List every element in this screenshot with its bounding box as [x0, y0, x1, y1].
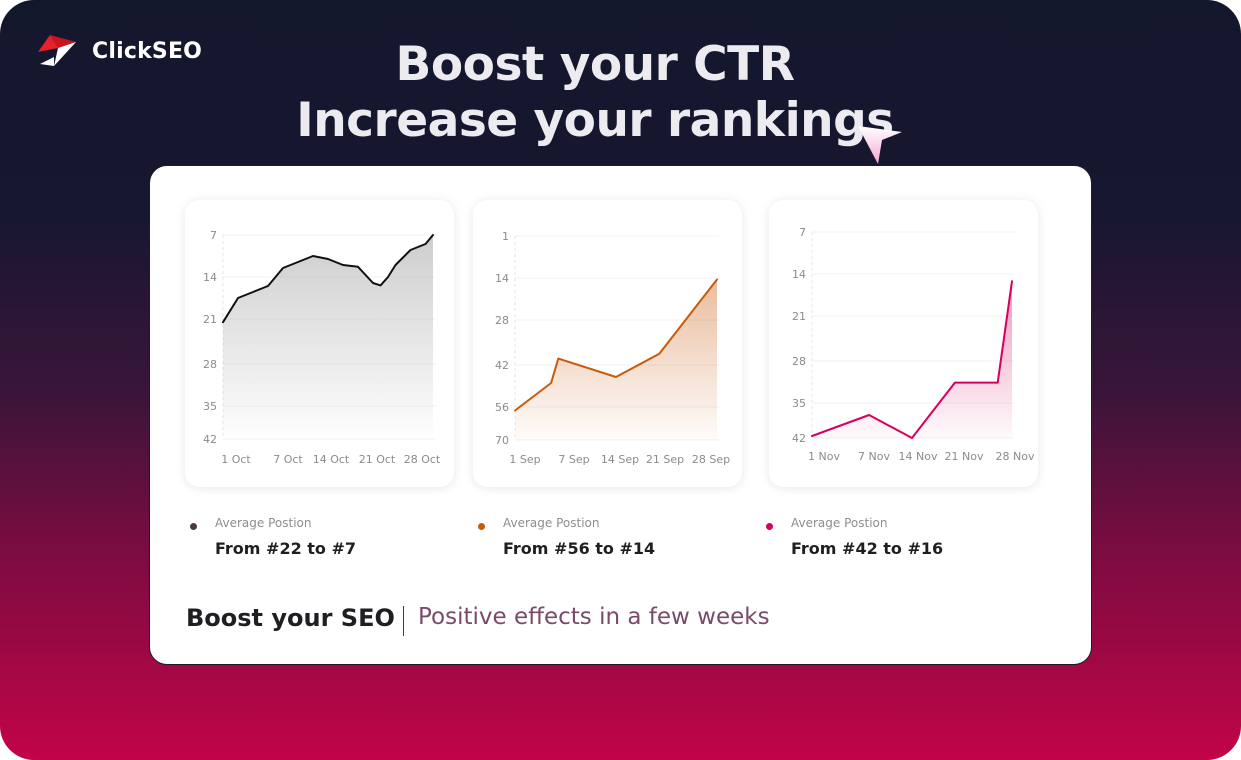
- legend-summary: From #42 to #16: [791, 539, 944, 558]
- y-tick-label: 28: [203, 358, 217, 371]
- bird-logo-icon: [38, 35, 76, 66]
- footer-subtitle: Positive effects in a few weeks: [418, 604, 770, 630]
- chart-panel-nov: 7 14 21 28 35 42 1 Nov 7 Nov 14 Nov 21 Nov 28 Nov: [769, 200, 1038, 487]
- chart-oct: 7 14 21 28 35 42 1 Oct 7 Oct 14 Oct 21 Oct 28 Oct: [203, 229, 441, 466]
- x-tick-label: 28 Sep: [692, 453, 730, 466]
- legend-summary: From #56 to #14: [503, 539, 656, 558]
- y-tick-label: 28: [495, 314, 509, 327]
- chart-sep: 1 14 28 42 56 701 Sep 7 Sep 14 Sep 21 Sep 28 Sep: [495, 230, 730, 466]
- y-tick-label: 14: [495, 272, 509, 285]
- x-tick-label: 21 Nov: [945, 450, 984, 463]
- x-tick-label: 21 Oct: [359, 453, 396, 466]
- chart-panel-sep: 1 14 28 42 56 70 1 Sep 7 Sep 14 Sep 21 Sep 28 Sep: [473, 200, 742, 487]
- y-tick-label: 28: [792, 355, 806, 368]
- y-tick-label: 42: [203, 433, 217, 446]
- y-tick-label: 35: [203, 400, 217, 413]
- x-tick-label: 14 Oct: [313, 453, 350, 466]
- footer-title: Boost your SEO: [186, 604, 395, 632]
- legend-caption: Average Postion: [503, 516, 600, 530]
- y-tick-label: 35: [792, 397, 806, 410]
- y-tick-label: 7: [210, 229, 217, 242]
- series-area: [223, 235, 433, 439]
- y-tick-label: 21: [203, 313, 217, 326]
- cursor-pointer-icon: [858, 126, 902, 164]
- series-line: [514, 278, 718, 412]
- x-tick-label: 28 Nov: [996, 450, 1035, 463]
- legend-caption: Average Postion: [791, 516, 888, 530]
- x-tick-label: 21 Sep: [646, 453, 684, 466]
- y-tick-label: 1: [502, 230, 509, 243]
- results-card: 7 14 21 28 35 42 1 Oct 7 Oct 14 Oct 21 Oct 28 Oct …: [149, 165, 1092, 665]
- y-tick-label: 7: [799, 226, 806, 239]
- y-tick-label: 70: [495, 434, 509, 447]
- y-tick-label: 21: [792, 310, 806, 323]
- x-tick-label: 1 Sep: [509, 453, 540, 466]
- series-area: [515, 279, 717, 440]
- hero-title-line-1: Boost your CTR: [395, 37, 795, 92]
- legend-dot: [190, 523, 197, 530]
- chart-nov: 7 14 21 28 35 421 Nov 7 Nov 14 Nov 21 Nov 28 Nov: [792, 226, 1035, 463]
- x-tick-label: 1 Oct: [221, 453, 251, 466]
- legend-caption: Average Postion: [215, 516, 312, 530]
- x-tick-label: 28 Oct: [404, 453, 441, 466]
- x-tick-label: 7 Sep: [558, 453, 589, 466]
- legend-summary: From #22 to #7: [215, 539, 357, 558]
- chart-panel-oct: 7 14 21 28 35 42 1 Oct 7 Oct 14 Oct 21 Oct 28 Oct: [185, 200, 454, 487]
- legend-dot: [766, 523, 773, 530]
- footer-divider: [403, 606, 404, 636]
- hero-title-line-2: Increase your rankings: [296, 93, 894, 148]
- y-tick-label: 14: [792, 268, 806, 281]
- series-area: [812, 281, 1012, 438]
- x-tick-label: 7 Nov: [858, 450, 890, 463]
- x-tick-label: 14 Nov: [899, 450, 938, 463]
- y-tick-label: 42: [792, 432, 806, 445]
- y-tick-label: 56: [495, 401, 509, 414]
- x-tick-label: 7 Oct: [273, 453, 303, 466]
- brand-logo[interactable]: ClickSEO: [36, 32, 202, 70]
- legend-dot: [478, 523, 485, 530]
- y-tick-label: 42: [495, 359, 509, 372]
- x-tick-label: 1 Nov: [808, 450, 840, 463]
- brand-name: ClickSEO: [92, 38, 203, 64]
- x-tick-label: 14 Sep: [601, 453, 639, 466]
- y-tick-label: 14: [203, 271, 217, 284]
